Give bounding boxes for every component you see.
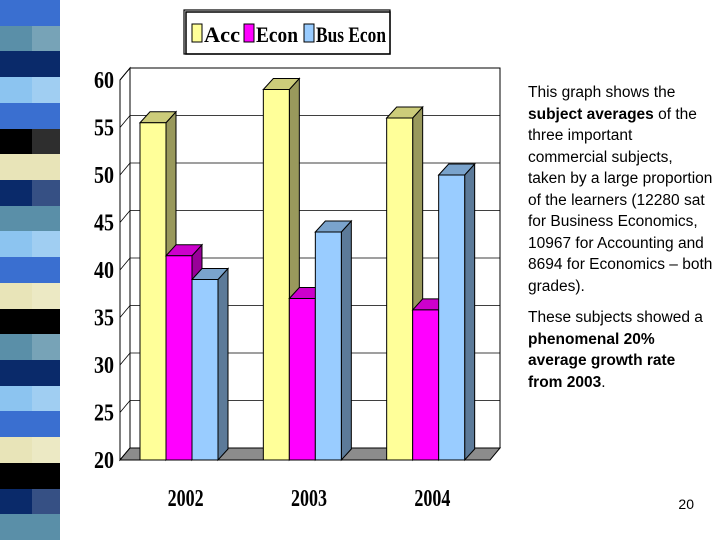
- strip-block: [0, 0, 60, 27]
- slide-number: 20: [678, 496, 694, 512]
- strip-block: [0, 514, 60, 540]
- strip-block: [0, 25, 60, 52]
- gridline: [119, 352, 500, 366]
- y-tick-label: 35: [94, 306, 114, 332]
- strip-block: [0, 257, 60, 284]
- strip-block: [0, 128, 60, 155]
- y-tick-label: 30: [94, 353, 114, 379]
- gridline: [119, 305, 500, 318]
- strip-block: [0, 385, 60, 412]
- y-tick-label: 40: [94, 258, 114, 284]
- strip-block: [0, 102, 60, 130]
- strip-block: [0, 231, 60, 258]
- strip-block: [0, 51, 60, 78]
- y-tick-label: 50: [94, 163, 114, 189]
- gridline: [119, 210, 500, 223]
- y-axis: 20 25 30 35 40 45 50 55 60: [94, 68, 114, 474]
- strip-block: [0, 411, 60, 438]
- legend-swatch: [191, 23, 203, 43]
- paragraph-growth-rate: These subjects showed a phenomenal 20% a…: [528, 309, 703, 391]
- strip-block: [0, 282, 60, 310]
- legend-label: Bus Econ: [316, 22, 386, 47]
- strip-block: [0, 205, 60, 232]
- bar-side: [217, 267, 229, 462]
- legend-label: Acc: [204, 22, 240, 47]
- bar-front: [386, 117, 414, 461]
- bar-bus-econ-2004: [437, 162, 476, 462]
- bar-front: [438, 174, 466, 461]
- x-tick-label: 2004: [414, 486, 450, 512]
- y-tick-label: 25: [94, 401, 114, 427]
- bar-acc-2003: [262, 77, 301, 462]
- strip-block: [0, 154, 60, 181]
- strip-block: [0, 308, 60, 335]
- strip-block: [0, 360, 60, 387]
- bar-front: [412, 309, 440, 461]
- bar-front: [139, 122, 167, 461]
- y-tick-label: 55: [94, 116, 114, 142]
- strip-block: [0, 462, 60, 490]
- bar-front: [314, 231, 342, 461]
- gridline: [119, 115, 500, 128]
- bar-side: [340, 219, 352, 462]
- strip-block: [0, 334, 60, 361]
- paragraph-subject-averages: This graph shows the subject averages of…: [528, 84, 713, 295]
- legend-swatch: [243, 23, 255, 43]
- gridline: [119, 400, 500, 413]
- legend-swatch: [303, 23, 315, 43]
- bar-front: [262, 89, 290, 461]
- y-tick-label: 45: [94, 211, 114, 237]
- legend-shadow: [185, 11, 391, 55]
- gridline: [119, 162, 500, 176]
- chart-legend: Acc Econ Bus Econ: [183, 9, 391, 55]
- bars: [138, 77, 476, 462]
- description-text: This graph shows the subject averages of…: [528, 82, 714, 403]
- y-tick-label: 20: [94, 448, 114, 474]
- bar-bus-econ-2002: [190, 267, 230, 462]
- x-tick-label: 2002: [168, 486, 204, 512]
- bar-side: [464, 162, 476, 462]
- bar-front: [191, 279, 219, 461]
- bar-front: [165, 255, 193, 461]
- bar-front: [288, 298, 316, 461]
- strip-block: [0, 437, 60, 464]
- x-tick-label: 2003: [291, 486, 327, 512]
- decorative-color-strip: [0, 0, 60, 540]
- strip-block: [0, 488, 60, 515]
- gridline: [119, 257, 500, 271]
- bar-bus-econ-2003: [314, 219, 353, 462]
- x-axis: 2002 2003 2004: [168, 486, 451, 512]
- strip-block: [0, 180, 60, 207]
- strip-block: [0, 77, 60, 104]
- gridline: [119, 67, 500, 81]
- y-tick-label: 60: [94, 68, 114, 94]
- legend-box: [183, 9, 391, 55]
- legend-label: Econ: [256, 22, 298, 47]
